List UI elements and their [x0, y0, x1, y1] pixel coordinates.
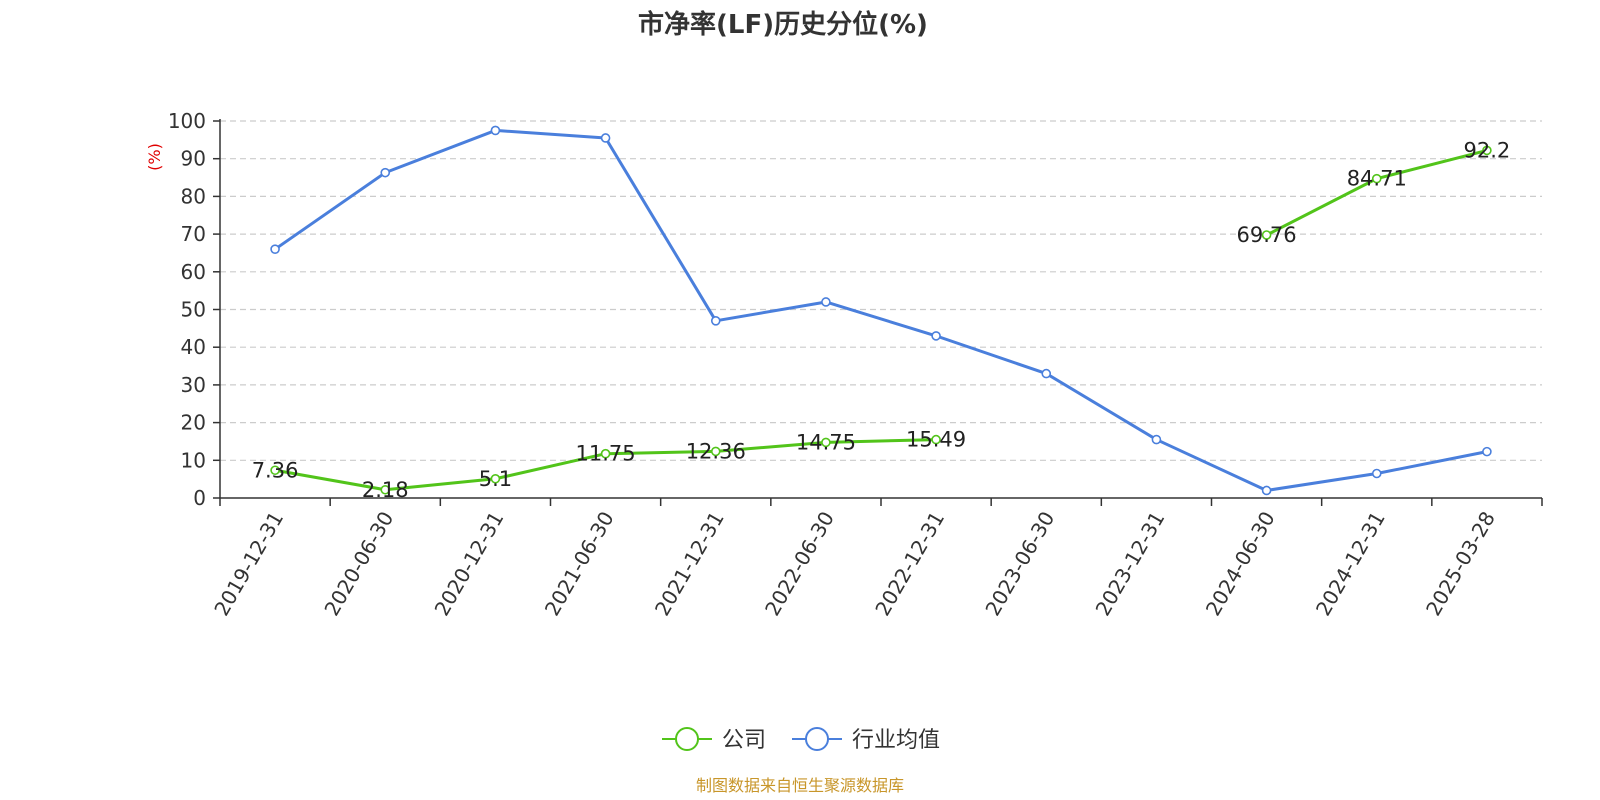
- gridlines: [220, 120, 1542, 461]
- x-tick-label: 2024-06-30: [1201, 507, 1280, 620]
- data-point[interactable]: [1261, 485, 1272, 496]
- y-tick-label: 90: [181, 147, 206, 171]
- series-lines: [270, 125, 1492, 496]
- y-tick-label: 40: [181, 335, 206, 359]
- chart-title: 市净率(LF)历史分位(%): [638, 9, 928, 40]
- series-line: [274, 128, 1488, 492]
- x-tick-label: 2023-06-30: [980, 507, 1059, 620]
- x-tick-label: 2021-12-31: [650, 507, 729, 620]
- data-point[interactable]: [931, 434, 941, 445]
- data-point[interactable]: [490, 473, 501, 484]
- data-point[interactable]: [380, 484, 391, 495]
- data-labels: 7.36 2.18 5.1 11.75 12.36 14.75 15.49 69.76 84.7…: [252, 138, 1511, 501]
- y-tick-label: 30: [181, 373, 206, 397]
- data-label: 69.76: [1237, 223, 1297, 247]
- y-tick-label: 100: [168, 109, 206, 133]
- data-point[interactable]: [600, 133, 611, 143]
- legend-marker: [675, 727, 699, 751]
- y-tick-label: 70: [181, 222, 206, 246]
- data-point[interactable]: [1482, 145, 1492, 156]
- data-point[interactable]: [600, 448, 611, 459]
- data-point[interactable]: [1151, 434, 1162, 445]
- series-line: [1265, 148, 1488, 237]
- data-label: 2.18: [362, 478, 409, 502]
- legend-label: 行业均值: [852, 728, 940, 753]
- data-point[interactable]: [821, 297, 831, 307]
- data-point[interactable]: [270, 244, 280, 254]
- data-point[interactable]: [1482, 446, 1492, 457]
- data-label: 84.71: [1347, 167, 1407, 191]
- series-0: [270, 145, 1492, 495]
- data-point[interactable]: [1371, 468, 1382, 479]
- data-point[interactable]: [490, 125, 501, 136]
- y-tick-label: 10: [181, 448, 206, 472]
- x-tick-label: 2020-06-30: [319, 507, 398, 620]
- data-label: 12.36: [686, 439, 746, 463]
- data-label: 14.75: [796, 430, 856, 454]
- legend-item-0[interactable]: 公司: [662, 727, 766, 753]
- data-point[interactable]: [710, 446, 721, 457]
- y-tick-label: 20: [181, 411, 206, 435]
- legend-label: 公司: [722, 728, 766, 753]
- data-point[interactable]: [270, 465, 280, 476]
- x-tick-label: 2019-12-31: [209, 507, 288, 620]
- data-label: 92.2: [1464, 138, 1511, 162]
- y-tick-label: 80: [181, 184, 206, 208]
- y-tick-label: 0: [193, 486, 206, 510]
- x-tick-label: 2021-06-30: [540, 507, 619, 620]
- data-point[interactable]: [1041, 368, 1052, 379]
- data-point[interactable]: [380, 167, 391, 178]
- data-label: 11.75: [576, 442, 636, 466]
- source-note: 制图数据来自恒生聚源数据库: [696, 776, 904, 795]
- data-label: 15.49: [906, 428, 966, 452]
- x-tick-label: 2022-06-30: [760, 507, 839, 620]
- x-tick-label: 2023-12-31: [1091, 507, 1170, 620]
- x-tick-label: 2025-03-28: [1421, 507, 1500, 620]
- legend-marker: [805, 727, 829, 751]
- data-point[interactable]: [710, 316, 721, 326]
- x-tick-label: 2024-12-31: [1311, 507, 1390, 620]
- y-axis-unit-label: (%): [145, 143, 164, 171]
- axes: 0 10 20 30 40 50 60 70 80 90 100 2019-12-31 2020-06-…: [168, 109, 1543, 620]
- data-point[interactable]: [1261, 230, 1272, 240]
- y-tick-label: 60: [181, 260, 206, 284]
- legend[interactable]: 公司 行业均值: [662, 727, 940, 753]
- data-label: 7.36: [252, 458, 299, 482]
- data-point[interactable]: [1371, 173, 1382, 184]
- data-label: 5.1: [479, 467, 512, 491]
- x-tick-label: 2022-12-31: [870, 507, 949, 620]
- series-1: [270, 125, 1492, 496]
- legend-item-1[interactable]: 行业均值: [792, 727, 940, 753]
- data-point[interactable]: [821, 437, 831, 448]
- x-tick-label: 2020-12-31: [430, 507, 509, 620]
- y-tick-label: 50: [181, 298, 206, 322]
- data-point[interactable]: [931, 331, 941, 341]
